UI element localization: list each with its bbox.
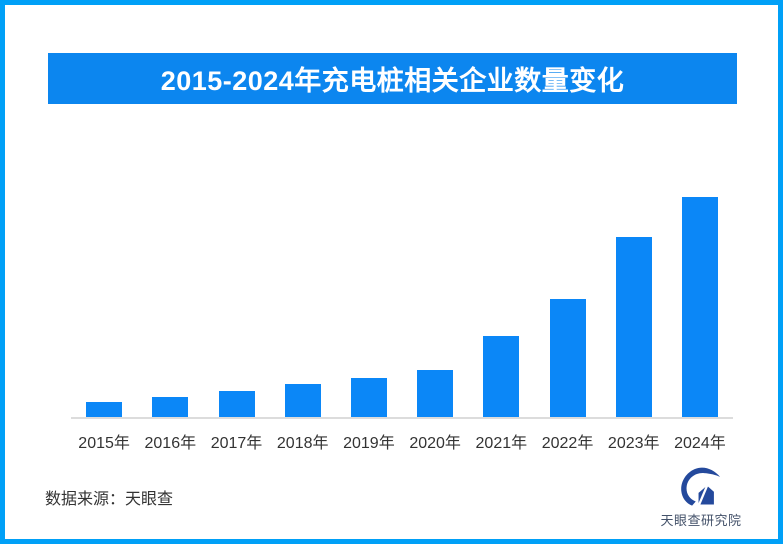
- chart-x-axis-labels: 2015年 2016年 2017年 2018年 2019年 2020年 2021年 2022年…: [71, 429, 733, 453]
- bar-slot: [667, 197, 733, 417]
- brand-logo-block: 天眼查研究院: [653, 466, 749, 529]
- bar-2024年: [681, 197, 718, 417]
- bar-slot: [402, 370, 468, 417]
- bar-slot: [71, 402, 137, 417]
- bar-chart: 2015年 2016年 2017年 2018年 2019年 2020年 2021年 2022年…: [71, 177, 733, 453]
- bar-2016年: [152, 397, 189, 417]
- x-tick-label-2015年: 2015年: [78, 435, 130, 452]
- chart-title-banner: 2015-2024年充电桩相关企业数量变化: [48, 53, 737, 104]
- bar-slot: [336, 378, 402, 417]
- x-tick-label-2019年: 2019年: [343, 435, 395, 452]
- x-tick-label-2021年: 2021年: [475, 435, 528, 452]
- chart-plot-area: [71, 177, 733, 419]
- bar-slot: [468, 336, 534, 417]
- x-tick-label-2022年: 2022年: [541, 435, 594, 452]
- bar-2021年: [483, 336, 520, 417]
- bar-slot: [534, 299, 600, 417]
- x-tick-label-2017年: 2017年: [210, 435, 263, 452]
- bar-slot: [270, 384, 336, 417]
- bar-2015年: [86, 402, 123, 417]
- brand-name: 天眼查研究院: [660, 513, 742, 528]
- bar-2023年: [615, 237, 652, 417]
- x-tick-label-2023年: 2023年: [607, 435, 660, 452]
- x-tick-label-2020年: 2020年: [409, 435, 461, 452]
- x-tick-label-2018年: 2018年: [276, 435, 329, 452]
- bar-2018年: [284, 384, 321, 417]
- x-tick-label-2024年: 2024年: [674, 435, 726, 452]
- tianyancha-logo-icon: [681, 467, 721, 506]
- page-title: 2015-2024年充电桩相关企业数量变化: [160, 66, 625, 96]
- bar-slot: [601, 237, 667, 417]
- bar-2019年: [350, 378, 387, 417]
- bar-2020年: [417, 370, 454, 417]
- data-source-note: 数据来源：天眼查: [45, 491, 174, 508]
- bar-2017年: [218, 391, 255, 417]
- bar-slot: [137, 397, 203, 417]
- bar-slot: [203, 391, 269, 417]
- x-tick-label-2016年: 2016年: [144, 435, 197, 452]
- bar-2022年: [549, 299, 586, 417]
